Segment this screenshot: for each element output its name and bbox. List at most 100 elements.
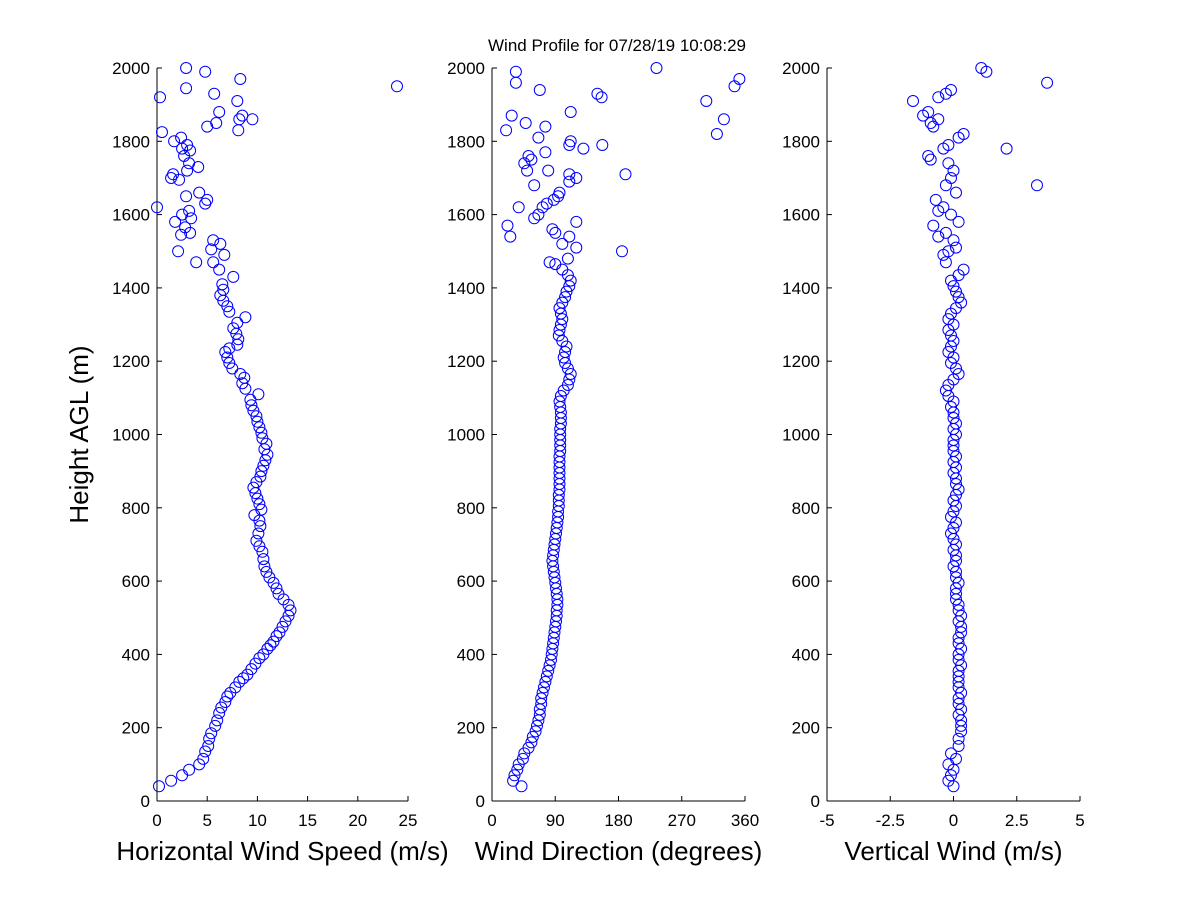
data-point-direction — [553, 395, 566, 408]
data-point-direction — [710, 128, 723, 140]
y-tick-label-speed: 2000 — [112, 59, 150, 78]
data-point-direction — [553, 302, 566, 315]
data-point-direction — [518, 157, 531, 170]
data-point-vertical — [945, 357, 957, 369]
data-point-direction — [525, 153, 538, 166]
data-point-speed — [250, 410, 263, 423]
data-point-speed — [253, 498, 266, 511]
data-point-vertical — [947, 164, 960, 177]
data-point-vertical — [922, 106, 935, 118]
data-point-speed — [247, 481, 260, 494]
data-point-direction — [561, 379, 574, 391]
x-axis-label-speed: Horizontal Wind Speed (m/s) — [116, 836, 448, 866]
data-point-vertical — [937, 201, 950, 214]
y-tick-label-speed: 1400 — [112, 279, 150, 298]
data-point-speed — [199, 197, 212, 210]
data-point-speed — [279, 615, 292, 628]
data-point-speed — [216, 278, 229, 291]
data-point-direction — [516, 752, 529, 765]
data-point-speed — [183, 157, 196, 170]
data-point-direction — [539, 675, 552, 688]
y-tick-label-direction: 1200 — [447, 352, 485, 371]
data-point-speed — [213, 707, 226, 719]
data-point-speed — [245, 399, 258, 412]
data-point-vertical — [950, 538, 962, 551]
data-point-vertical — [927, 219, 940, 232]
data-points-vertical — [907, 62, 1054, 793]
data-point-vertical — [950, 417, 962, 430]
data-point-vertical — [955, 659, 968, 672]
y-tick-label-direction: 1000 — [447, 426, 485, 445]
y-tick-label-speed: 1800 — [112, 132, 150, 151]
data-point-direction — [560, 285, 573, 298]
data-point-speed — [255, 426, 268, 439]
x-tick-label-speed: 5 — [202, 811, 211, 830]
y-tick-label-direction: 1400 — [447, 279, 485, 298]
data-point-direction — [542, 664, 555, 677]
data-points-direction — [500, 62, 746, 793]
y-tick-label-direction: 200 — [457, 719, 485, 738]
data-point-vertical — [947, 280, 960, 293]
panel-vertical: 0 200 400 600 800 1000 1200 1400 1600 1800 2000 -5 -… — [782, 59, 1085, 866]
y-tick-label-vertical: 2000 — [782, 59, 820, 78]
data-point-speed — [180, 62, 193, 74]
data-point-vertical — [1041, 76, 1054, 89]
data-point-speed — [261, 642, 274, 655]
data-point-speed — [258, 560, 271, 573]
data-point-direction — [563, 230, 576, 243]
data-point-speed — [257, 553, 270, 566]
data-point-direction — [595, 91, 608, 104]
data-point-speed — [183, 763, 196, 776]
data-point-direction — [556, 237, 569, 250]
data-point-vertical — [922, 150, 935, 162]
data-point-direction — [519, 117, 532, 129]
data-point-direction — [522, 741, 535, 754]
data-point-speed — [238, 371, 251, 384]
x-tick-label-direction: 0 — [487, 811, 496, 830]
data-point-vertical — [1031, 179, 1043, 192]
data-point-speed — [184, 144, 197, 157]
y-tick-label-vertical: 1600 — [782, 206, 820, 225]
data-point-speed — [199, 65, 212, 78]
data-point-vertical — [942, 774, 955, 787]
data-point-vertical — [955, 686, 968, 699]
y-tick-label-speed: 200 — [122, 719, 150, 738]
data-point-speed — [214, 237, 227, 250]
data-point-direction — [559, 346, 572, 358]
data-point-direction — [500, 124, 513, 137]
data-point-direction — [570, 172, 583, 184]
data-point-vertical — [952, 483, 965, 496]
data-point-vertical — [952, 637, 965, 650]
data-point-vertical — [980, 65, 993, 78]
x-tick-label-vertical: 0 — [949, 811, 958, 830]
data-point-vertical — [950, 285, 962, 298]
data-point-vertical — [957, 263, 970, 276]
data-point-speed — [176, 208, 189, 221]
data-point-speed — [223, 342, 236, 355]
data-point-speed — [246, 113, 259, 126]
data-point-speed — [181, 164, 194, 177]
data-point-vertical — [952, 653, 965, 666]
data-point-direction — [542, 164, 555, 177]
data-point-speed — [179, 221, 192, 234]
x-tick-label-vertical: -2.5 — [876, 811, 905, 830]
data-point-vertical — [947, 234, 960, 247]
data-point-speed — [267, 635, 280, 648]
data-point-direction — [549, 258, 562, 271]
data-point-direction — [596, 139, 609, 151]
data-point-speed — [284, 604, 297, 617]
x-tick-label-direction: 90 — [546, 811, 565, 830]
data-point-speed — [199, 745, 212, 758]
data-point-direction — [553, 186, 566, 199]
data-point-direction — [526, 730, 539, 743]
y-tick-label-direction: 0 — [476, 792, 485, 811]
data-point-speed — [252, 388, 265, 401]
data-point-vertical — [952, 576, 965, 589]
data-point-speed — [207, 256, 220, 269]
data-point-speed — [253, 652, 266, 665]
data-point-speed — [175, 131, 188, 144]
data-point-vertical — [950, 241, 962, 254]
data-point-speed — [273, 626, 286, 639]
y-tick-label-vertical: 600 — [792, 572, 820, 591]
